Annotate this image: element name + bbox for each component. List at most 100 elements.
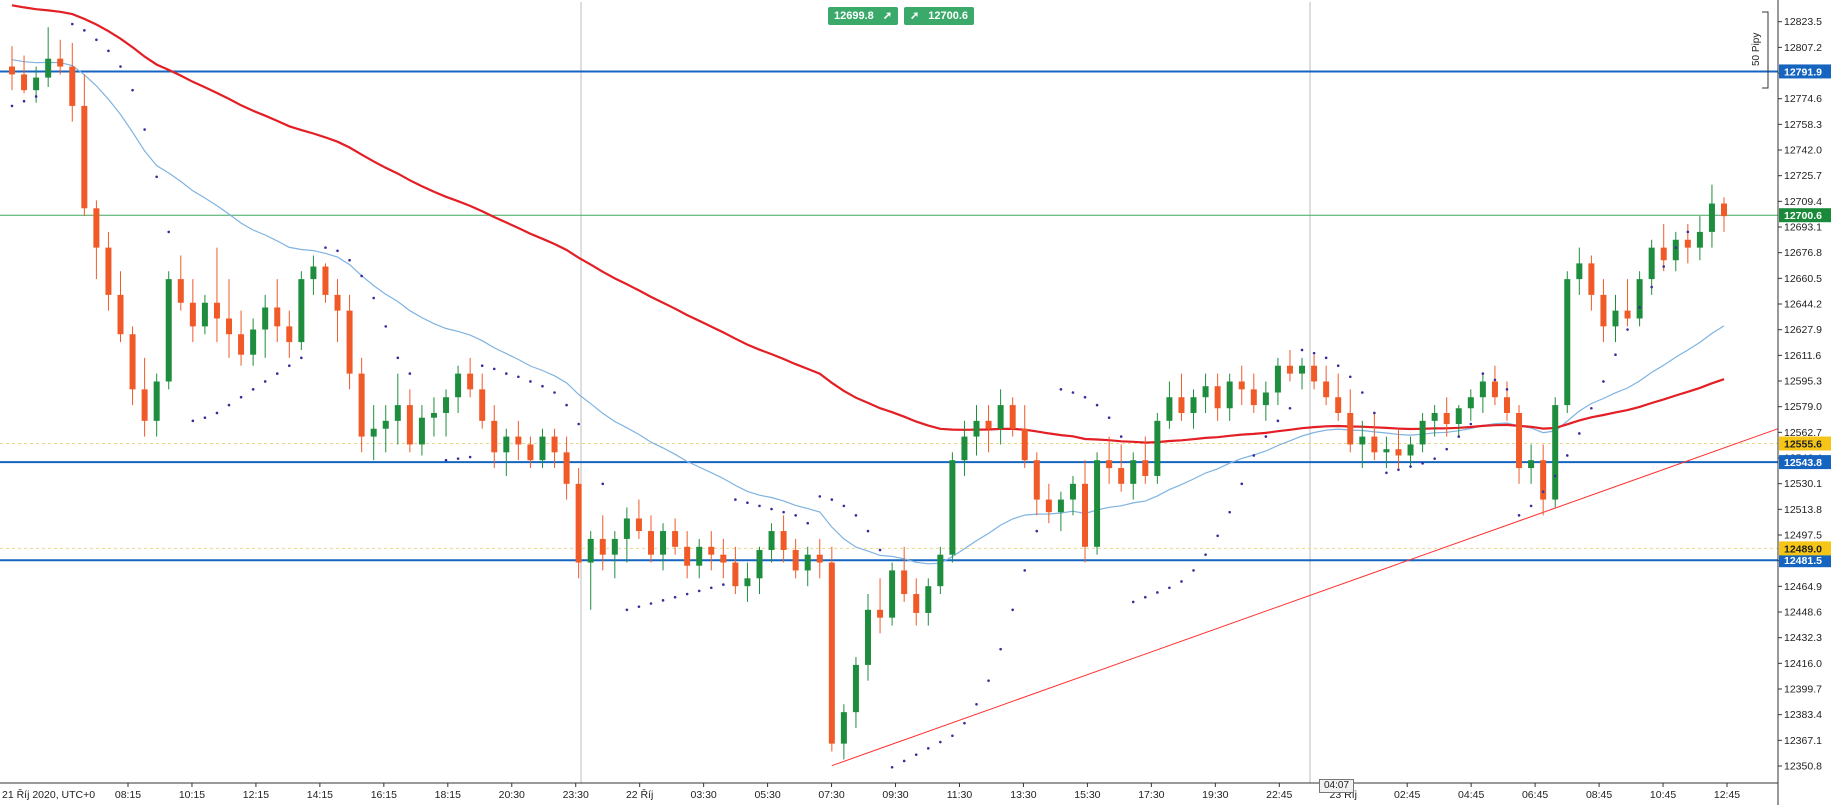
- candle: [1286, 349, 1293, 382]
- candle-body: [792, 549, 799, 571]
- candle-body: [1588, 263, 1595, 295]
- sar-dot: [372, 296, 375, 300]
- candle-body: [1503, 397, 1510, 413]
- horizontal-levels[interactable]: [0, 70, 1778, 562]
- candle: [672, 518, 679, 555]
- sar-dot: [324, 246, 327, 249]
- candle-body: [1600, 294, 1607, 327]
- candle-body: [660, 531, 667, 555]
- price-tick-label: 12660.5: [1784, 273, 1822, 285]
- candle-body: [1262, 392, 1269, 406]
- candle-body: [1057, 499, 1064, 513]
- candle-body: [443, 397, 450, 413]
- price-tick-label: 12709.4: [1784, 196, 1822, 208]
- sar-dot: [360, 274, 363, 278]
- time-tick-label: 06:45: [1522, 789, 1548, 801]
- candle-body: [744, 578, 751, 587]
- sar-dot: [625, 608, 629, 612]
- candle: [1395, 428, 1402, 469]
- sar-dot: [408, 372, 412, 375]
- trendline-layer[interactable]: [831, 428, 1779, 767]
- sar-dot: [1481, 372, 1485, 375]
- sar-dot: [926, 747, 930, 750]
- trend-arrow-icon: ➚: [882, 10, 893, 22]
- time-tick-label: 23:30: [563, 789, 589, 801]
- axes: [0, 0, 1779, 805]
- candle-body: [129, 334, 136, 390]
- sar-dot: [1638, 306, 1641, 309]
- sar-dot: [1180, 580, 1183, 583]
- candle-body: [238, 334, 245, 355]
- price-tick-label: 12807.2: [1784, 42, 1822, 54]
- candle: [430, 397, 437, 437]
- candle-body: [430, 412, 437, 418]
- price-tick-label: 12774.6: [1784, 93, 1822, 105]
- time-tick-label: 08:15: [115, 789, 141, 801]
- candle: [925, 578, 932, 626]
- sar-dot: [866, 529, 870, 533]
- candle: [21, 55, 28, 94]
- sar-dot: [251, 388, 255, 391]
- sar-dot: [227, 403, 231, 407]
- candle: [1383, 436, 1390, 469]
- candle: [1130, 452, 1137, 500]
- sar-dot: [1348, 375, 1352, 379]
- sar-dot: [1373, 411, 1376, 415]
- candle: [587, 531, 594, 610]
- sar-dot: [1192, 569, 1195, 572]
- candle: [1057, 491, 1064, 532]
- candle-body: [1323, 381, 1330, 398]
- sar-dot: [722, 583, 725, 586]
- level-tag-label: 12555.6: [1784, 439, 1822, 451]
- candle-body: [81, 105, 88, 209]
- candle: [1443, 397, 1450, 437]
- pip-scale-bracket: [1762, 11, 1769, 89]
- candle: [1045, 483, 1052, 524]
- candle: [1214, 373, 1221, 421]
- sar-dot: [1312, 351, 1316, 355]
- candle-body: [1335, 397, 1342, 413]
- candle-body: [1672, 239, 1679, 261]
- candle: [527, 436, 534, 469]
- sell-price-button[interactable]: 12699.8 ➚: [828, 7, 899, 25]
- sar-dot: [1361, 391, 1364, 394]
- time-tick-label: 04:45: [1458, 789, 1484, 801]
- sar-dot: [1626, 328, 1629, 331]
- candle: [45, 27, 52, 88]
- candle: [1021, 405, 1028, 469]
- candle: [322, 263, 329, 303]
- sar-dot: [1131, 600, 1135, 604]
- candle-body: [274, 307, 281, 327]
- candle: [804, 546, 811, 587]
- candle-body: [1202, 386, 1209, 398]
- candle-body: [949, 460, 956, 555]
- price-tick-label: 12579.0: [1784, 401, 1822, 413]
- sar-dot: [1602, 380, 1605, 383]
- candle: [1672, 231, 1679, 272]
- candle: [1660, 224, 1667, 272]
- candle: [141, 357, 148, 437]
- candle-body: [1528, 460, 1535, 469]
- sar-dot: [565, 403, 568, 407]
- sar-dot: [1409, 465, 1412, 468]
- time-tick-label: 02:45: [1394, 789, 1420, 801]
- buy-price-button[interactable]: ➚ 12700.6: [904, 7, 975, 25]
- sar-dot: [1662, 265, 1666, 268]
- candle: [1118, 444, 1125, 492]
- sar-dot: [1288, 406, 1292, 410]
- candle: [262, 294, 269, 358]
- sar-dot: [1686, 230, 1690, 234]
- support-trendline[interactable]: [831, 428, 1779, 767]
- candle: [1202, 373, 1209, 413]
- time-axis[interactable]: 21 Říj 2020, UTC+0 08:15 10:15 12:15 14:15 16…: [2, 783, 1740, 801]
- sar-dot: [806, 521, 810, 525]
- sar-dot: [963, 721, 966, 725]
- candle-body: [575, 483, 582, 563]
- candles: [9, 27, 1727, 760]
- price-axis[interactable]: 12823.512807.212790.812774.612758.312742…: [1751, 11, 1822, 772]
- sar-dot: [480, 364, 484, 368]
- candle-body: [1311, 365, 1318, 382]
- candle: [57, 39, 64, 75]
